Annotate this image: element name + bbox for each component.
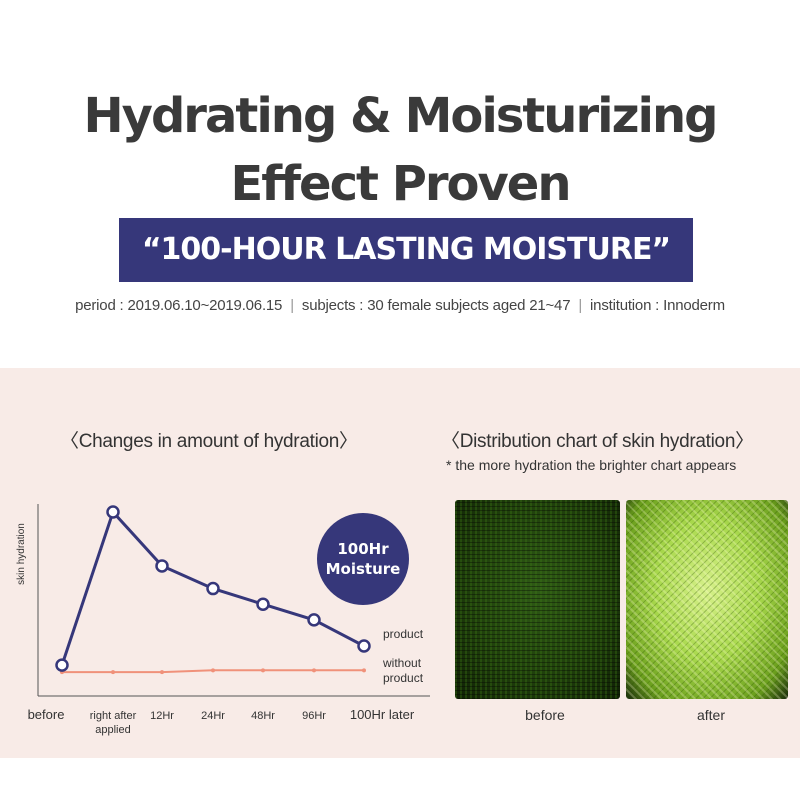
- data-point-product: [256, 597, 270, 611]
- hydration-line-chart: skin hydration before right after applied 1…: [16, 504, 430, 736]
- data-point-product: [206, 581, 220, 596]
- data-point-product: [357, 639, 371, 653]
- data-point-product: [155, 559, 169, 573]
- x-tick-label: before: [28, 707, 65, 722]
- x-tick-label: 24Hr: [201, 710, 225, 722]
- headline: Hydrating & Moisturizing Effect Proven: [0, 82, 800, 218]
- x-tick-label: 96Hr: [302, 710, 326, 722]
- data-point-without-product: [362, 668, 366, 673]
- heatmap-after: [626, 500, 788, 699]
- data-point-without-product: [261, 668, 265, 673]
- study-info: period : 2019.06.10~2019.06.15 | subjects …: [0, 297, 800, 314]
- data-point-without-product: [160, 670, 164, 675]
- legend-without-product: product: [383, 671, 424, 685]
- x-tick-label: right after: [90, 710, 137, 722]
- data-point-without-product: [111, 670, 115, 675]
- badge-line2: Moisture: [326, 560, 401, 578]
- heatmap-after-label: after: [696, 707, 725, 723]
- study-subjects: subjects : 30 female subjects aged 21~47: [301, 297, 571, 314]
- legend-product: product: [383, 627, 424, 641]
- distribution-chart-title: 〈Distribution chart of skin hydration〉: [441, 431, 754, 452]
- distribution-note: * the more hydration the brighter chart …: [446, 457, 737, 473]
- badge-circle: [317, 513, 409, 605]
- heatmap-before-label: before: [525, 707, 565, 723]
- x-tick-label: applied: [95, 724, 130, 736]
- x-tick-label: 48Hr: [251, 710, 275, 722]
- y-axis-label: skin hydration: [16, 523, 27, 585]
- x-tick-label: 12Hr: [150, 710, 174, 722]
- legend-without-product: without: [382, 656, 422, 670]
- moisture-banner: “100-HOUR LASTING MOISTURE”: [119, 218, 693, 282]
- moisture-badge: 100Hr Moisture: [317, 513, 409, 605]
- headline-line2: Effect Proven: [230, 156, 571, 212]
- study-institution: institution : Innoderm: [590, 297, 725, 314]
- hydration-chart-title: 〈Changes in amount of hydration〉: [60, 431, 358, 452]
- study-period: period : 2019.06.10~2019.06.15: [75, 297, 283, 314]
- x-tick-label: 100Hr later: [350, 707, 415, 722]
- data-point-product: [106, 505, 120, 519]
- data-point-product: [55, 658, 69, 672]
- data-point-without-product: [312, 668, 316, 673]
- heatmap-before: [455, 500, 620, 699]
- headline-line1: Hydrating & Moisturizing: [83, 88, 718, 144]
- data-point-product: [307, 613, 321, 627]
- separator: |: [578, 297, 583, 314]
- separator: |: [290, 297, 294, 314]
- badge-line1: 100Hr: [337, 540, 389, 558]
- data-point-without-product: [211, 668, 215, 673]
